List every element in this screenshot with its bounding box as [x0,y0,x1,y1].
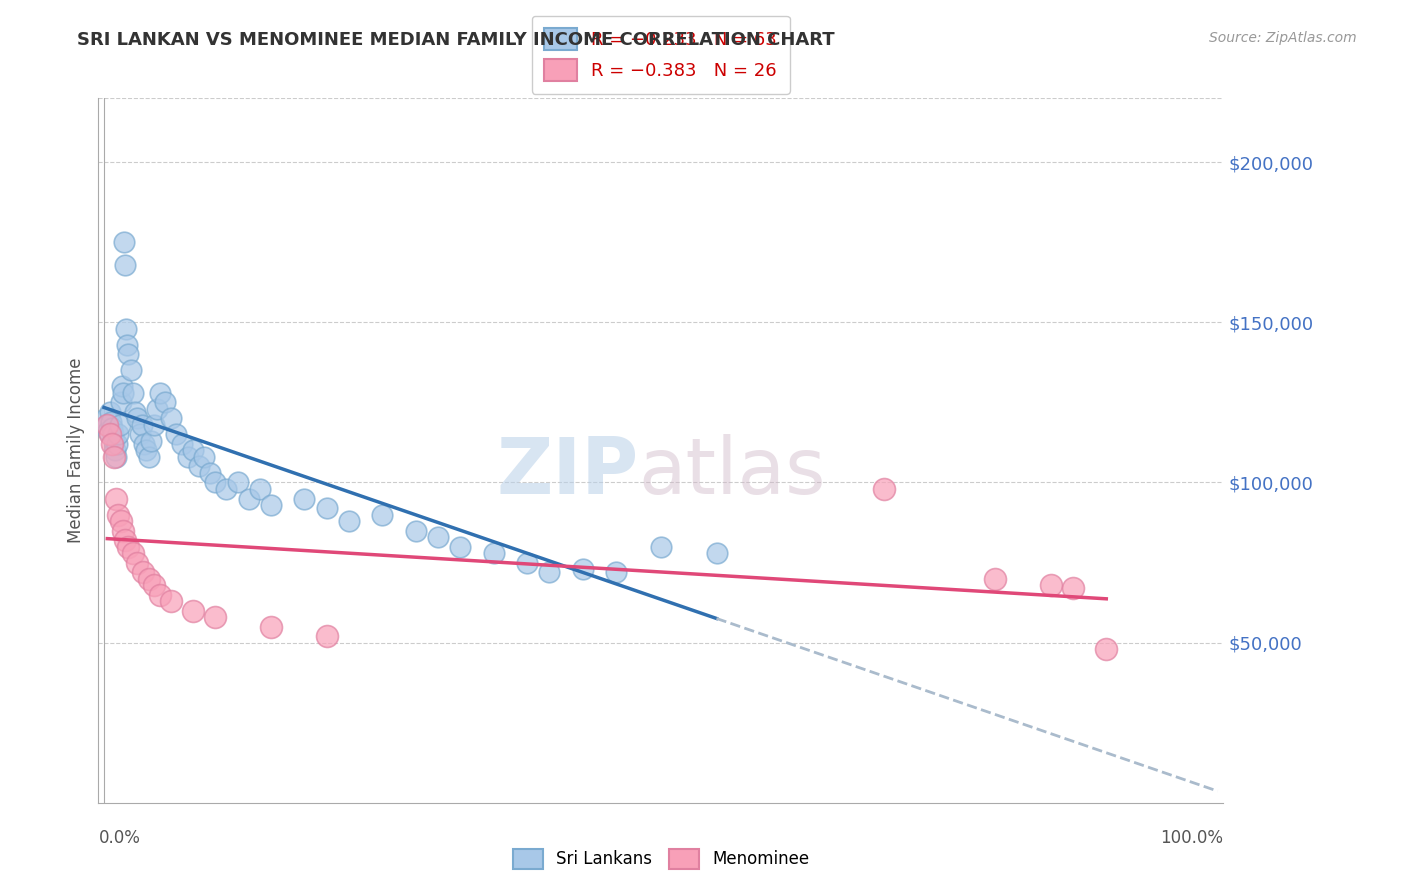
Point [181,443,204,458]
Point [204,610,226,624]
Point [105,450,128,464]
Point [482,546,505,560]
Point [120,363,142,377]
Point [122,385,145,400]
Point [127,411,149,425]
Point [872,482,894,496]
Point [114,533,136,548]
Point [249,482,271,496]
Point [117,540,139,554]
Point [117,347,139,361]
Point [149,588,172,602]
Point [165,427,187,442]
Point [101,437,124,451]
Point [193,450,215,464]
Point [96,417,118,432]
Point [117,338,139,352]
Point [132,437,155,451]
Point [260,619,283,633]
Point [135,443,157,458]
Point [114,258,136,272]
Point [101,421,124,435]
Point [127,556,149,570]
Point [139,434,162,448]
Point [103,450,125,464]
Point [107,508,129,522]
Point [122,546,145,560]
Point [238,491,260,506]
Point [427,530,450,544]
Point [105,437,128,451]
Point [115,322,138,336]
Point [96,417,118,432]
Point [100,415,122,429]
Point [405,524,427,538]
Point [131,417,153,432]
Point [204,475,226,490]
Point [315,501,337,516]
Point [104,443,127,458]
Point [337,514,360,528]
Point [706,546,728,560]
Point [107,427,129,442]
Point [138,450,160,464]
Point [159,594,181,608]
Point [97,424,120,438]
Point [215,482,238,496]
Point [170,437,193,451]
Point [187,459,209,474]
Y-axis label: Median Family Income: Median Family Income [66,358,84,543]
Point [1062,581,1084,595]
Point [159,411,181,425]
Point [371,508,394,522]
Point [449,540,471,554]
Point [110,514,132,528]
Point [143,417,166,432]
Point [198,466,221,480]
Point [572,562,595,576]
Point [105,491,128,506]
Point [111,524,134,538]
Point [103,434,125,448]
Text: Source: ZipAtlas.com: Source: ZipAtlas.com [1209,31,1357,45]
Point [128,427,150,442]
Point [98,405,121,419]
Point [516,556,538,570]
Point [143,578,166,592]
Text: SRI LANKAN VS MENOMINEE MEDIAN FAMILY INCOME CORRELATION CHART: SRI LANKAN VS MENOMINEE MEDIAN FAMILY IN… [77,31,835,49]
Point [315,629,337,643]
Point [110,395,132,409]
Point [98,427,121,442]
Point [111,379,134,393]
Point [124,405,146,419]
Point [181,604,204,618]
Point [138,572,160,586]
Point [101,427,124,442]
Point [294,491,316,506]
Point [1095,642,1118,657]
Point [146,401,169,416]
Point [176,450,198,464]
Text: 100.0%: 100.0% [1160,829,1223,847]
Point [650,540,672,554]
Point [605,565,627,579]
Text: ZIP: ZIP [496,434,638,509]
Point [108,417,131,432]
Text: 0.0%: 0.0% [98,829,141,847]
Point [111,385,134,400]
Point [226,475,249,490]
Point [96,411,118,425]
Point [1039,578,1062,592]
Text: atlas: atlas [638,434,825,509]
Point [984,572,1007,586]
Point [132,565,155,579]
Point [112,235,135,250]
Point [149,385,172,400]
Legend: Sri Lankans, Menominee: Sri Lankans, Menominee [506,842,815,876]
Point [155,395,177,409]
Point [538,565,561,579]
Point [260,498,283,512]
